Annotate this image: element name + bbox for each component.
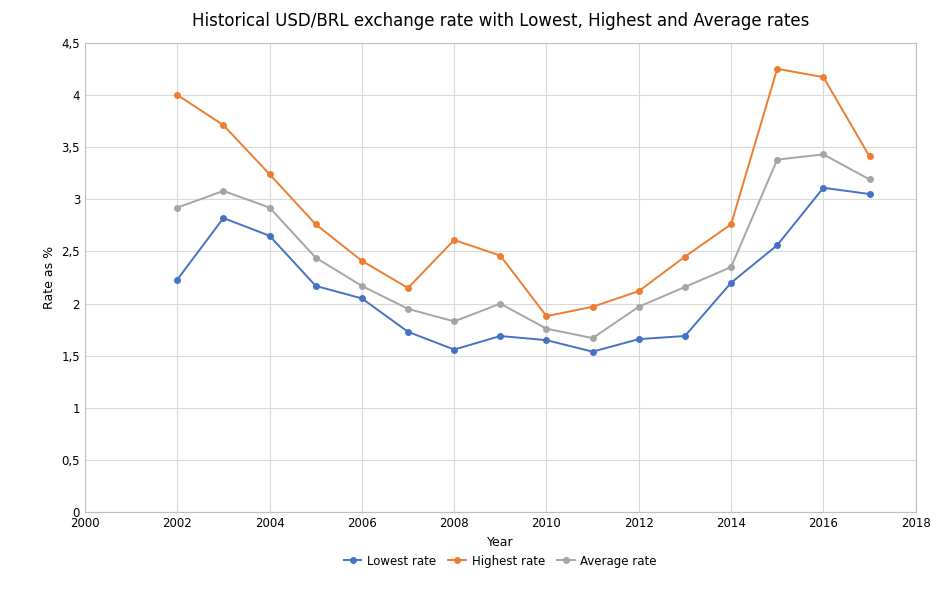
- Lowest rate: [495, 332, 506, 340]
- Average rate: [310, 254, 321, 261]
- Average rate: [264, 204, 276, 211]
- Average rate: [633, 303, 645, 310]
- Lowest rate: [771, 242, 783, 249]
- Highest rate: [356, 257, 367, 265]
- Average rate: [864, 176, 875, 183]
- Highest rate: [680, 253, 691, 260]
- Lowest rate: [541, 337, 552, 344]
- Highest rate: [495, 252, 506, 259]
- Lowest rate: [310, 282, 321, 290]
- Highest rate: [587, 303, 598, 310]
- Title: Historical USD/BRL exchange rate with Lowest, Highest and Average rates: Historical USD/BRL exchange rate with Lo…: [192, 12, 809, 30]
- Y-axis label: Rate as %: Rate as %: [42, 246, 56, 309]
- Lowest rate: [818, 184, 829, 192]
- Highest rate: [218, 121, 229, 129]
- Average rate: [818, 151, 829, 158]
- Average rate: [587, 334, 598, 342]
- Lowest rate: [587, 348, 598, 355]
- Average rate: [771, 156, 783, 163]
- Average rate: [402, 305, 413, 312]
- Average rate: [680, 283, 691, 290]
- Lowest rate: [218, 214, 229, 221]
- Lowest rate: [725, 279, 736, 287]
- Highest rate: [771, 65, 783, 73]
- Lowest rate: [864, 190, 875, 198]
- Line: Lowest rate: Lowest rate: [175, 185, 872, 354]
- Highest rate: [172, 92, 183, 99]
- Highest rate: [264, 171, 276, 178]
- Lowest rate: [172, 276, 183, 283]
- Highest rate: [725, 221, 736, 228]
- Lowest rate: [356, 295, 367, 302]
- Highest rate: [402, 284, 413, 292]
- Lowest rate: [402, 328, 413, 336]
- Lowest rate: [448, 346, 460, 353]
- Highest rate: [310, 221, 321, 228]
- Line: Highest rate: Highest rate: [175, 66, 872, 319]
- Average rate: [218, 187, 229, 195]
- X-axis label: Year: Year: [487, 536, 514, 549]
- Average rate: [356, 282, 367, 290]
- Average rate: [448, 318, 460, 325]
- Lowest rate: [633, 336, 645, 343]
- Lowest rate: [680, 332, 691, 340]
- Average rate: [541, 325, 552, 332]
- Highest rate: [633, 287, 645, 295]
- Lowest rate: [264, 232, 276, 240]
- Average rate: [725, 264, 736, 271]
- Highest rate: [448, 236, 460, 243]
- Line: Average rate: Average rate: [175, 152, 872, 341]
- Legend: Lowest rate, Highest rate, Average rate: Lowest rate, Highest rate, Average rate: [339, 550, 662, 572]
- Average rate: [495, 300, 506, 307]
- Highest rate: [818, 73, 829, 81]
- Highest rate: [864, 153, 875, 160]
- Average rate: [172, 204, 183, 211]
- Highest rate: [541, 312, 552, 320]
